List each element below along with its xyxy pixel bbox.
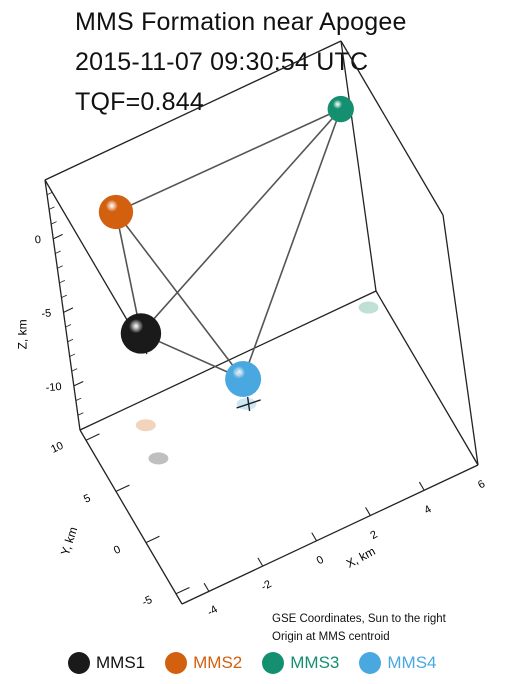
z-minor-tick xyxy=(61,294,68,299)
axis-labels: X, km Y, km Z, km xyxy=(16,319,378,570)
legend-item-mms3: MMS3 xyxy=(262,652,339,674)
x-tick xyxy=(311,532,318,542)
x-axis-label: X, km xyxy=(344,544,378,571)
edge-mms1-mms3 xyxy=(140,108,342,334)
x-tick xyxy=(418,481,425,491)
z-tick-label: -10 xyxy=(45,381,62,394)
box-edge xyxy=(181,464,479,605)
shadow-mms3 xyxy=(358,301,379,314)
spacecraft-markers xyxy=(98,95,354,397)
box-edge xyxy=(44,179,81,431)
legend: MMS1 MMS2 MMS3 MMS4 xyxy=(68,652,457,674)
x-tick-label: 2 xyxy=(368,529,379,542)
box-edge xyxy=(340,40,444,216)
sphere-mms4 xyxy=(225,360,262,397)
x-tick xyxy=(203,582,210,592)
legend-item-mms2: MMS2 xyxy=(165,652,242,674)
sphere-mms1 xyxy=(120,313,162,354)
edge-mms1-mms2 xyxy=(115,211,142,334)
shadow-mms2 xyxy=(135,419,156,432)
legend-item-mms4: MMS4 xyxy=(359,652,437,674)
origin-note: Origin at MMS centroid xyxy=(272,631,390,643)
z-minor-tick xyxy=(44,177,51,181)
x-tick xyxy=(365,507,371,516)
y-tick-label: 5 xyxy=(82,492,93,505)
x-tick-label: 4 xyxy=(422,503,433,516)
z-minor-tick xyxy=(65,324,72,328)
z-minor-tick xyxy=(67,338,74,343)
legend-swatch xyxy=(68,652,90,674)
y-tick-label: -5 xyxy=(140,594,154,609)
box-edge xyxy=(442,214,479,466)
z-minor-tick xyxy=(59,280,65,284)
legend-swatch xyxy=(359,652,382,674)
z-minor-tick xyxy=(46,191,53,196)
legend-swatch xyxy=(262,652,285,674)
chart-title: MMS Formation near Apogee xyxy=(75,8,407,36)
x-tick-label: -2 xyxy=(259,578,273,593)
z-minor-tick xyxy=(48,206,55,210)
tetrahedron-edges xyxy=(115,108,342,380)
box-edge xyxy=(79,290,377,431)
z-tick xyxy=(53,233,63,240)
coordinates-note: GSE Coordinates, Sun to the right xyxy=(272,613,446,625)
z-tick-label: 0 xyxy=(34,234,41,246)
legend-swatch xyxy=(165,652,188,674)
x-tick-label: -4 xyxy=(205,603,219,618)
legend-label: MMS2 xyxy=(193,653,243,672)
chart-tqf: TQF=0.844 xyxy=(75,88,204,116)
y-tick-label: 10 xyxy=(49,440,65,456)
edge-mms3-mms4 xyxy=(242,108,342,380)
edge-mms2-mms3 xyxy=(115,108,342,213)
box-edge xyxy=(375,290,479,466)
z-minor-tick xyxy=(57,265,63,269)
axis-ticks xyxy=(44,177,479,595)
chart-timestamp: 2015-11-07 09:30:54 UTC xyxy=(75,48,369,76)
y-tick-label: 0 xyxy=(112,543,123,556)
z-minor-tick xyxy=(79,427,86,431)
z-tick xyxy=(73,380,84,387)
legend-item-mms1: MMS1 xyxy=(68,652,145,674)
y-tick xyxy=(175,586,190,595)
x-tick-label: 6 xyxy=(476,478,487,491)
box-edge xyxy=(79,429,183,605)
edge-mms2-mms4 xyxy=(115,211,244,380)
axis-box xyxy=(44,40,479,605)
y-tick xyxy=(115,484,130,492)
legend-label: MMS4 xyxy=(387,653,437,672)
x-tick xyxy=(257,557,264,567)
legend-label: MMS3 xyxy=(290,653,340,672)
y-axis-label: Y, km xyxy=(58,525,80,557)
sphere-mms2 xyxy=(98,194,134,230)
z-minor-tick xyxy=(69,353,76,357)
shadows xyxy=(135,301,379,465)
legend-label: MMS1 xyxy=(96,653,146,672)
x-tick-label: 0 xyxy=(315,554,326,567)
z-minor-tick xyxy=(77,412,84,416)
z-minor-tick xyxy=(51,221,57,225)
tick-labels: -4 -2 0 2 4 6 -5 0 5 10 -10 -5 0 xyxy=(34,234,487,619)
z-minor-tick xyxy=(55,250,61,254)
z-minor-tick xyxy=(75,397,82,401)
z-tick xyxy=(63,307,74,313)
mms4-floor-marker xyxy=(246,396,251,412)
z-tick-label: -5 xyxy=(41,307,52,320)
sphere-mms3 xyxy=(327,95,354,123)
z-minor-tick xyxy=(71,368,78,372)
z-axis-label: Z, km xyxy=(16,319,30,349)
box-edge xyxy=(340,40,377,292)
y-tick xyxy=(145,535,160,544)
x-tick xyxy=(472,456,479,466)
box-edge xyxy=(44,40,342,181)
shadow-mms1 xyxy=(148,452,169,465)
y-tick xyxy=(85,433,100,441)
